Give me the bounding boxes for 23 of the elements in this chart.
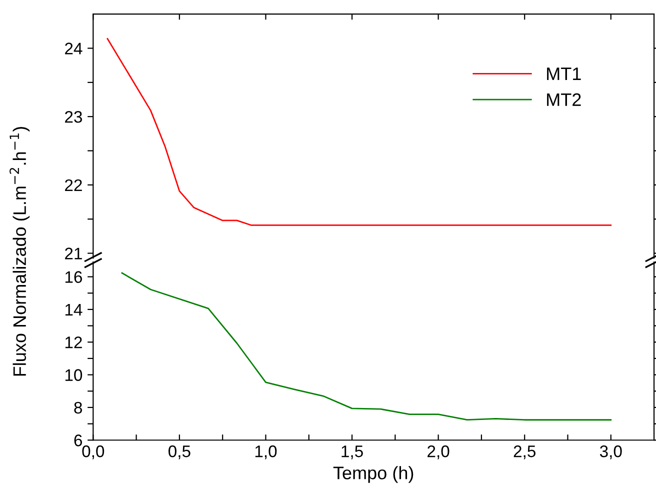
y-tick-label: 22 [65, 179, 82, 191]
y-tick-label: 16 [65, 271, 82, 283]
y-tick-label: 6 [74, 434, 82, 446]
x-tick-label: 2,0 [428, 445, 450, 460]
x-axis-title: Tempo (h) [333, 466, 414, 483]
y-tick-label: 24 [65, 42, 82, 54]
line-series [106, 38, 612, 226]
line-series [121, 272, 612, 421]
x-tick-label: 0,5 [168, 445, 190, 460]
legend-label: MT1 [547, 68, 581, 80]
x-tick-label: 1,0 [255, 445, 277, 460]
y-tick-label: 12 [65, 336, 82, 348]
y-tick-label: 14 [65, 304, 82, 316]
x-tick-label: 1,5 [342, 446, 363, 460]
y-axis-title: Fluxo Normalizado (L.m$^{−2}$.h$^{−1}$) [10, 126, 30, 376]
legend-label: MT2 [547, 93, 581, 106]
y-tick-label: 8 [74, 402, 82, 414]
y-tick-label: 10 [65, 369, 82, 381]
x-tick-label: 3,0 [600, 445, 622, 460]
y-tick-label: 21 [65, 248, 82, 260]
y-tick-label: 23 [65, 110, 82, 123]
x-tick-label: 2,5 [514, 445, 536, 460]
x-tick-label: 0,0 [82, 445, 104, 460]
